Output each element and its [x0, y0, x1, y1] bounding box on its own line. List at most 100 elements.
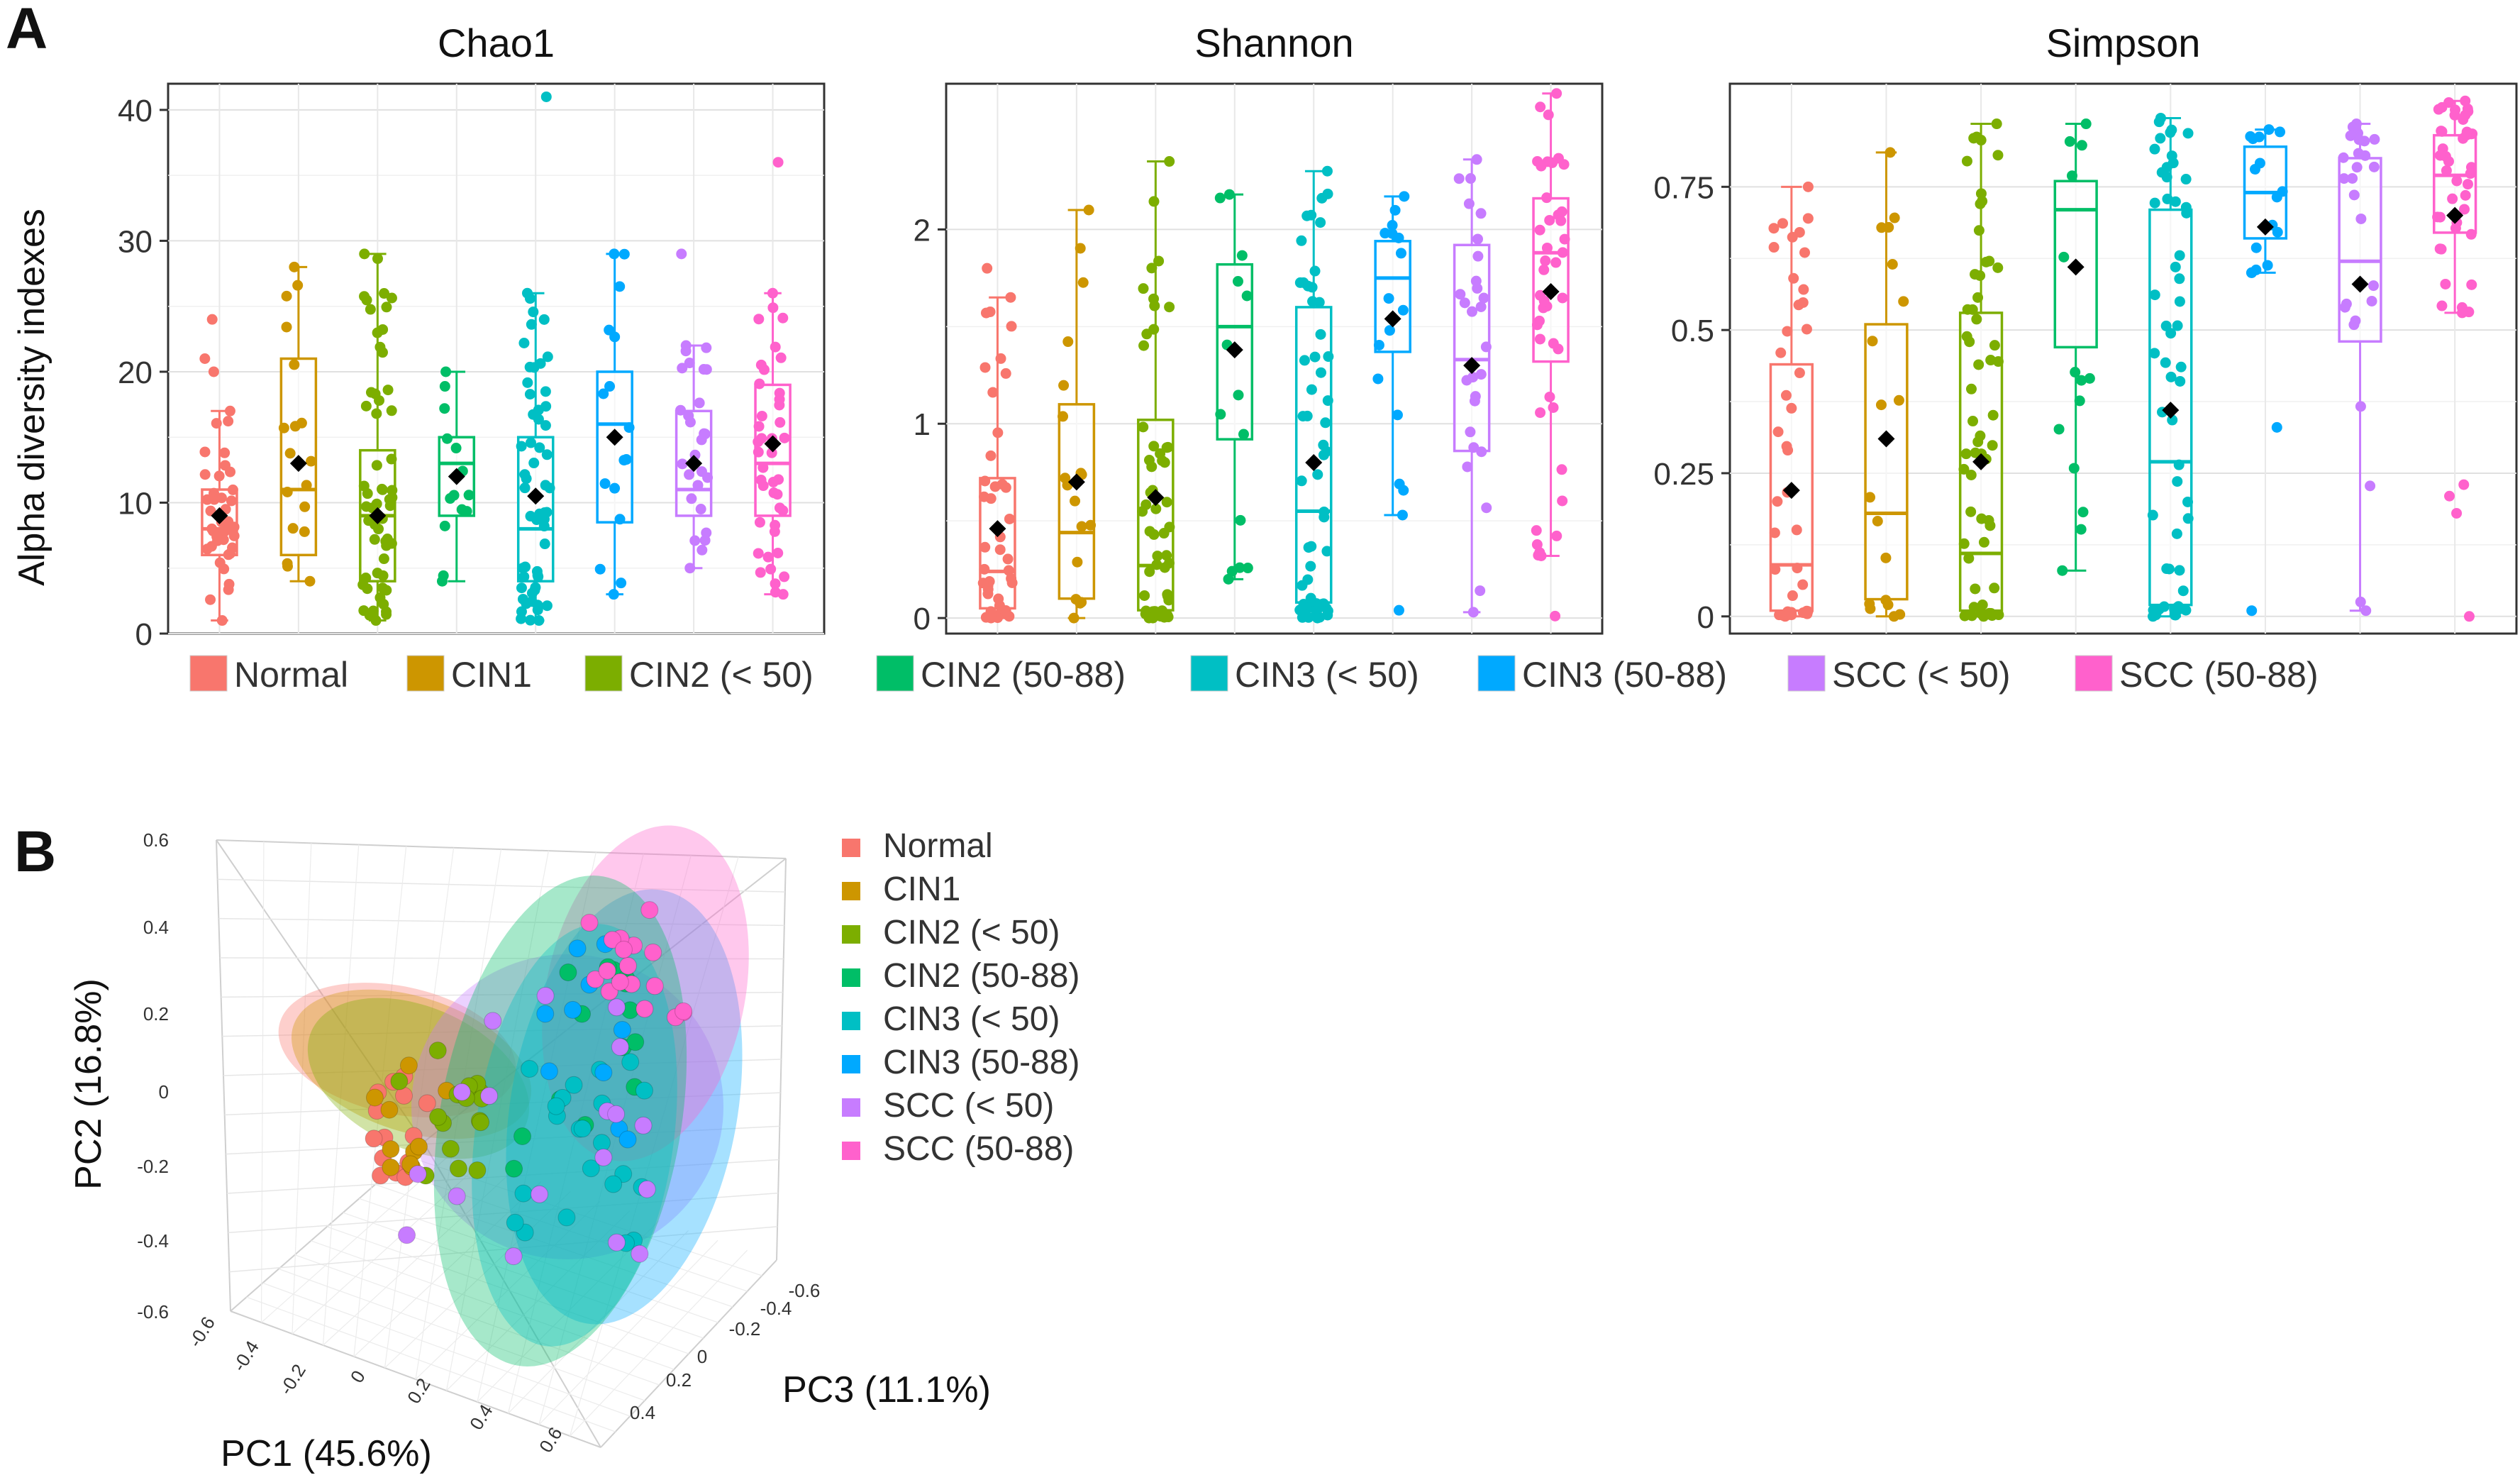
data-point [281, 321, 292, 333]
data-point [1557, 495, 1568, 507]
data-point [1004, 513, 1015, 524]
data-point [2360, 605, 2372, 617]
pca-point [582, 1159, 600, 1178]
pca-point [598, 961, 616, 980]
pca-point [468, 1161, 487, 1179]
data-point [677, 458, 688, 470]
data-point [695, 504, 706, 515]
pc1-tick-label: 0.4 [465, 1401, 497, 1434]
pca-point [613, 1020, 631, 1039]
data-point [1978, 611, 1989, 622]
pca-points [365, 901, 693, 1266]
data-point [2174, 296, 2185, 307]
data-point [1000, 482, 1011, 493]
data-point [1889, 212, 1900, 223]
data-point [2070, 367, 2081, 378]
data-point [2444, 490, 2455, 502]
data-point [2348, 189, 2360, 201]
mean-marker [764, 435, 782, 453]
data-point [1232, 276, 1243, 287]
box-normal [199, 314, 240, 626]
mean-marker [1782, 482, 1800, 499]
side-grid [292, 843, 312, 1335]
data-point [535, 358, 546, 369]
data-point [1973, 359, 1985, 370]
data-point [1551, 88, 1562, 99]
data-point [755, 567, 766, 578]
data-point [2246, 267, 2257, 278]
data-point [1538, 295, 1550, 307]
box-cin3-50 [2147, 112, 2194, 622]
data-point [692, 480, 704, 491]
pc3-tick-label: 0.4 [630, 1402, 655, 1423]
data-point [775, 352, 787, 363]
data-point [1797, 579, 1809, 590]
back-grid [226, 1159, 779, 1194]
data-point [623, 422, 635, 433]
pca-point [540, 1062, 558, 1081]
data-point [1321, 165, 1333, 177]
box-scc-50-88 [1531, 88, 1570, 622]
box-scc-50-88 [753, 157, 792, 600]
data-point [1083, 204, 1094, 216]
data-point [532, 600, 543, 611]
data-point [520, 561, 531, 573]
data-point [1242, 563, 1253, 574]
data-point [369, 534, 380, 545]
data-point [2451, 507, 2463, 519]
data-point [1235, 514, 1246, 526]
pca-point [607, 1105, 626, 1123]
data-point [370, 615, 382, 626]
data-point [525, 614, 536, 626]
pca-point [480, 1087, 499, 1105]
data-point [1558, 159, 1570, 170]
pc2-tick-label: -0.2 [137, 1156, 169, 1177]
data-point [1880, 595, 1892, 606]
data-point [1373, 339, 1384, 350]
box-panel-simpson: 0 0.25 0.5 0.75 Simpson [1653, 21, 2518, 635]
data-point [2171, 528, 2182, 539]
data-point [614, 281, 626, 292]
data-point [382, 385, 394, 396]
data-point [2447, 193, 2458, 204]
mean-marker [2351, 275, 2369, 293]
data-point [1137, 506, 1148, 517]
data-point [2458, 479, 2470, 490]
data-point [2432, 211, 2443, 223]
data-point [2339, 302, 2350, 313]
data-point [1968, 602, 1980, 613]
y-tick-label: 0 [1697, 600, 1714, 635]
data-point [1322, 395, 1333, 407]
pc2-tick-label: -0.4 [137, 1230, 169, 1252]
data-point [1006, 321, 1017, 332]
data-point [1989, 582, 2000, 594]
data-point [2174, 250, 2185, 261]
data-point [2149, 143, 2160, 155]
pc1-tick-label: -0.2 [275, 1360, 310, 1398]
data-point [463, 490, 474, 501]
data-point [373, 524, 384, 535]
data-point [228, 530, 240, 541]
data-point [362, 488, 373, 499]
box-normal [977, 263, 1018, 624]
data-point [2465, 168, 2476, 180]
data-point [618, 455, 630, 466]
pca-legend-item: SCC (50-88) [842, 1130, 1074, 1168]
data-point [540, 480, 551, 491]
data-point [2057, 565, 2068, 576]
mean-marker [1147, 489, 1165, 507]
data-point [367, 605, 379, 617]
data-point [1387, 228, 1398, 239]
legend-swatch [1787, 655, 1826, 692]
data-point [539, 507, 550, 519]
data-point [777, 589, 789, 600]
data-point [2440, 278, 2451, 289]
y-tick-label: 20 [118, 355, 152, 390]
data-point [2440, 150, 2451, 162]
data-point [538, 314, 550, 325]
data-point [199, 446, 211, 458]
pca-point [514, 1127, 532, 1146]
pca-legend-label: CIN3 (< 50) [883, 1000, 1060, 1038]
data-point [1992, 262, 2004, 273]
data-point [684, 416, 696, 428]
